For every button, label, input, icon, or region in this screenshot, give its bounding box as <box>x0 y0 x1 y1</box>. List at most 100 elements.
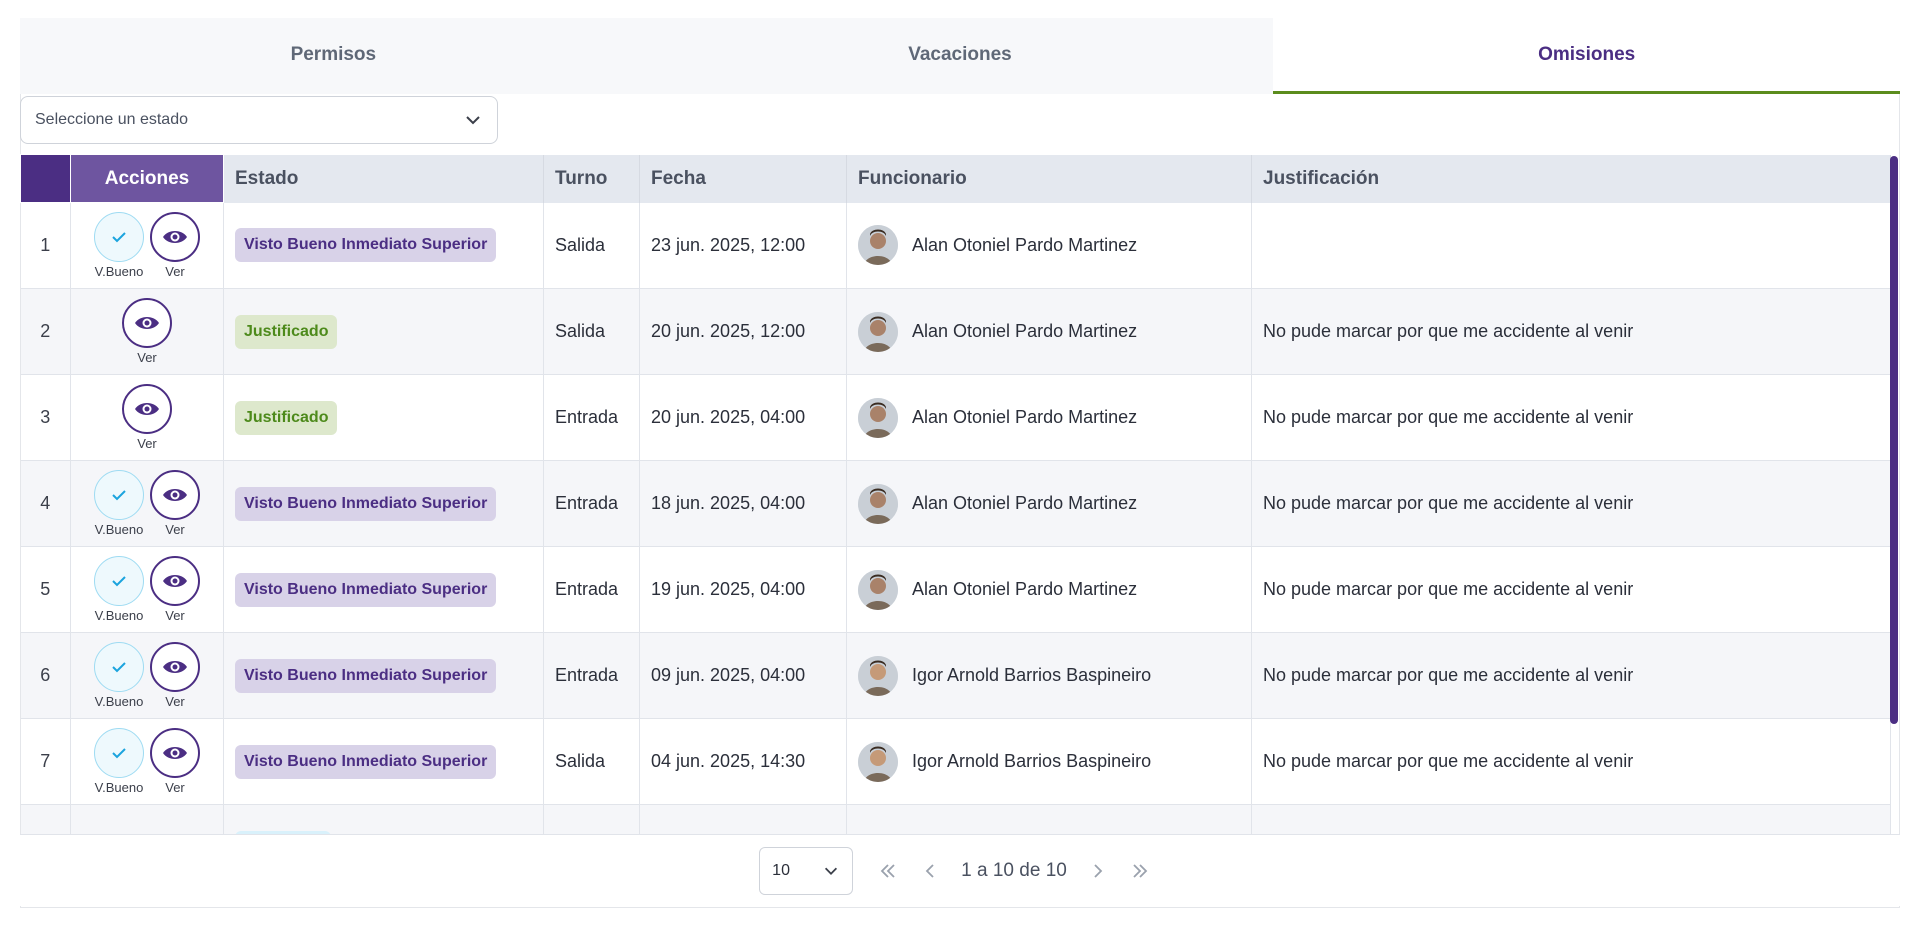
next-page-button[interactable] <box>1077 850 1119 892</box>
page-size-select[interactable]: 10 <box>759 846 854 895</box>
view-action[interactable]: Ver <box>150 728 200 795</box>
justificacion-cell: No pude marcar por que me accidente al v… <box>1251 546 1891 633</box>
funcionario-cell: Alan Otoniel Pardo Martinez <box>846 374 1252 461</box>
employee-cell: Alan Otoniel Pardo Martinez <box>858 311 1240 352</box>
approve-label: V.Bueno <box>94 264 144 279</box>
tab-omisiones[interactable]: Omisiones <box>1273 18 1901 94</box>
table-row: 1 V.Bueno Ver Visto Bueno Inmediato Superio… <box>20 202 1891 289</box>
avatar <box>858 483 898 524</box>
status-badge: Notificado <box>235 830 332 834</box>
row-number: 3 <box>20 374 71 461</box>
status-badge: Visto Bueno Inmediato Superior <box>235 658 497 693</box>
view-button[interactable] <box>150 212 200 262</box>
fecha-cell: 19 jun. 2025, 04:00 <box>639 546 847 633</box>
fecha-cell: 20 jun. 2025, 04:00 <box>639 374 847 461</box>
view-button[interactable] <box>150 728 200 778</box>
prev-page-button[interactable] <box>909 850 951 892</box>
status-select[interactable]: Seleccione un estado <box>20 96 498 144</box>
turno-cell: Entrada <box>543 460 640 547</box>
avatar <box>858 569 898 610</box>
view-button[interactable] <box>150 642 200 692</box>
chevron-down-icon <box>825 867 838 875</box>
row-actions: V.Bueno Ver <box>71 470 223 537</box>
tab-vacaciones[interactable]: Vacaciones <box>908 43 1012 65</box>
status-badge: Justificado <box>235 400 338 435</box>
tab-permisos[interactable]: Permisos <box>290 43 377 65</box>
fecha-cell: 04 jun. 2025, 14:30 <box>639 718 847 805</box>
view-action[interactable]: Ver <box>150 212 200 279</box>
avatar <box>858 311 898 352</box>
view-action[interactable]: Ver <box>122 298 172 365</box>
avatar-image <box>858 225 898 266</box>
view-label: Ver <box>165 264 185 279</box>
estado-cell: Visto Bueno Inmediato Superior <box>223 632 544 719</box>
view-button[interactable] <box>150 556 200 606</box>
view-label: Ver <box>165 780 185 795</box>
funcionario-cell: Alan Otoniel Pardo Martinez <box>846 460 1252 547</box>
approve-label: V.Bueno <box>94 780 144 795</box>
approve-button[interactable] <box>94 470 144 520</box>
table-header-row: Acciones Estado Turno Fecha Funcionario … <box>20 154 1891 203</box>
approve-button[interactable] <box>94 728 144 778</box>
approve-button[interactable] <box>94 642 144 692</box>
employee-cell: Alan Otoniel Pardo Martinez <box>858 225 1240 266</box>
eye-icon <box>135 403 159 415</box>
avatar <box>858 225 898 266</box>
estado-cell: Visto Bueno Inmediato Superior <box>223 546 544 633</box>
header-fecha[interactable]: Fecha <box>639 154 847 203</box>
employee-cell: Alan Otoniel Pardo Martinez <box>858 569 1240 610</box>
header-estado[interactable]: Estado <box>223 154 544 203</box>
status-select-placeholder: Seleccione un estado <box>35 111 188 128</box>
approve-button[interactable] <box>94 212 144 262</box>
view-button[interactable] <box>150 470 200 520</box>
last-page-button[interactable] <box>1119 850 1161 892</box>
justificacion-cell: No pude marcar por que me accidente al v… <box>1251 718 1891 805</box>
avatar-image <box>858 569 898 610</box>
estado-cell: Justificado <box>223 288 544 375</box>
estado-cell: Visto Bueno Inmediato Superior <box>223 202 544 289</box>
approve-action[interactable]: V.Bueno <box>94 556 144 623</box>
approve-action[interactable]: V.Bueno <box>94 642 144 709</box>
actions-cell: V.Bueno Ver <box>70 202 224 289</box>
view-button[interactable] <box>122 384 172 434</box>
view-label: Ver <box>137 436 157 451</box>
approve-action[interactable]: V.Bueno <box>94 470 144 537</box>
view-button[interactable] <box>122 298 172 348</box>
avatar-image <box>858 655 898 696</box>
view-action[interactable]: Ver <box>150 470 200 537</box>
eye-icon <box>163 661 187 673</box>
estado-cell: Justificado <box>223 374 544 461</box>
row-number: 6 <box>20 632 71 719</box>
view-label: Ver <box>165 522 185 537</box>
row-number: 8 <box>20 804 71 834</box>
header-actions: Acciones <box>70 154 224 203</box>
funcionario-cell: Igor Arnold Barrios Baspineiro <box>846 718 1252 805</box>
table-row: 4 V.Bueno Ver Visto Bueno Inmediato Superio… <box>20 460 1891 547</box>
view-action[interactable]: Ver <box>150 556 200 623</box>
turno-cell: Entrada <box>543 546 640 633</box>
row-actions: V.Bueno Ver <box>71 642 223 709</box>
view-action[interactable]: Ver <box>150 642 200 709</box>
funcionario-cell: Alan Otoniel Pardo Martinez <box>846 202 1252 289</box>
table-scrollbar[interactable] <box>1890 156 1898 724</box>
row-number: 2 <box>20 288 71 375</box>
eye-icon <box>163 575 187 587</box>
avatar-image <box>858 311 898 352</box>
table-row: 2 Ver Justificado Salida 20 jun. 2025, 12:00… <box>20 288 1891 375</box>
turno-cell: Salida <box>543 202 640 289</box>
header-turno[interactable]: Turno <box>543 154 640 203</box>
eye-icon <box>163 747 187 759</box>
avatar-image <box>858 741 898 782</box>
header-justificacion[interactable]: Justificación <box>1251 154 1891 203</box>
view-action[interactable]: Ver <box>122 384 172 451</box>
view-label: Ver <box>165 694 185 709</box>
first-page-button[interactable] <box>867 850 909 892</box>
approve-action[interactable]: V.Bueno <box>94 728 144 795</box>
status-badge: Visto Bueno Inmediato Superior <box>235 486 497 521</box>
header-funcionario[interactable]: Funcionario <box>846 154 1252 203</box>
status-badge: Visto Bueno Inmediato Superior <box>235 744 497 779</box>
view-label: Ver <box>137 350 157 365</box>
funcionario-cell <box>846 804 1252 834</box>
approve-button[interactable] <box>94 556 144 606</box>
approve-action[interactable]: V.Bueno <box>94 212 144 279</box>
